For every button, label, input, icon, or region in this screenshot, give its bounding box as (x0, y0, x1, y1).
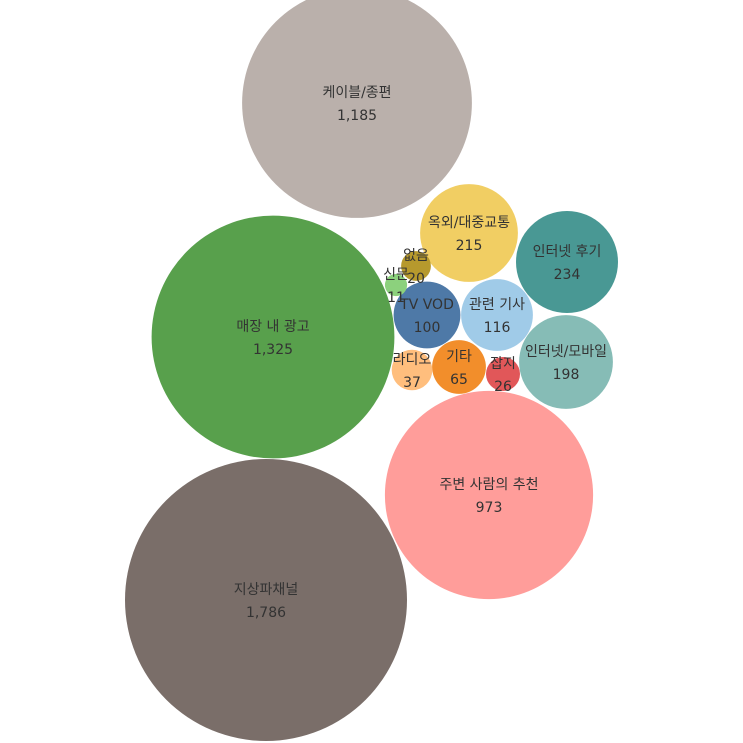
bubble-label-tv-vod: TV VOD (399, 297, 454, 313)
bubble-기타[interactable] (432, 340, 486, 394)
bubble-매장-내-광고[interactable] (151, 215, 395, 459)
bubble-label-지상파채널: 지상파채널 (234, 582, 298, 598)
bubble-value-기타: 65 (450, 372, 468, 388)
bubble-label-매장-내-광고: 매장 내 광고 (236, 319, 309, 335)
bubble-value-주변-사람의-추천: 973 (476, 500, 503, 516)
bubble-label-케이블-종편: 케이블/종편 (322, 85, 391, 101)
bubble-label-주변-사람의-추천: 주변 사람의 추천 (439, 477, 538, 493)
bubble-value-라디오: 37 (403, 375, 421, 391)
bubble-label-인터넷-후기: 인터넷 후기 (533, 244, 602, 260)
bubble-인터넷-모바일[interactable] (519, 315, 613, 409)
bubble-value-매장-내-광고: 1,325 (253, 342, 293, 358)
bubble-value-관련-기사: 116 (484, 320, 511, 336)
bubble-value-없음: 20 (407, 271, 425, 287)
bubble-신문[interactable] (384, 273, 408, 297)
bubble-label-기타: 기타 (446, 349, 472, 365)
bubble-label-인터넷-모바일: 인터넷/모바일 (525, 344, 607, 360)
bubble-value-옥외-대중교통: 215 (456, 238, 483, 254)
bubble-지상파채널[interactable] (125, 459, 407, 741)
bubble-주변-사람의-추천[interactable] (384, 390, 594, 600)
bubble-label-잡지: 잡지 (490, 356, 516, 372)
bubble-value-인터넷-모바일: 198 (553, 367, 580, 383)
bubble-value-케이블-종편: 1,185 (337, 108, 377, 124)
bubble-label-옥외-대중교통: 옥외/대중교통 (428, 215, 510, 231)
bubble-옥외-대중교통[interactable] (420, 184, 518, 282)
bubble-잡지[interactable] (486, 357, 520, 391)
bubble-없음[interactable] (401, 251, 431, 281)
bubble-value-tv-vod: 100 (414, 320, 441, 336)
bubble-value-지상파채널: 1,786 (246, 605, 286, 621)
bubble-관련-기사[interactable] (461, 279, 533, 351)
bubble-label-관련-기사: 관련 기사 (469, 297, 525, 313)
bubble-케이블-종편[interactable] (242, 0, 472, 218)
bubble-value-인터넷-후기: 234 (554, 267, 581, 283)
bubble-라디오[interactable] (391, 349, 433, 391)
bubble-value-신문: 11 (387, 290, 405, 306)
bubble-tv-vod[interactable] (393, 281, 461, 349)
bubble-label-없음: 없음 (403, 248, 429, 264)
bubble-value-잡지: 26 (494, 379, 512, 395)
bubble-인터넷-후기[interactable] (516, 211, 618, 313)
bubble-label-신문: 신문 (383, 267, 409, 283)
bubble-label-라디오: 라디오 (393, 352, 432, 368)
